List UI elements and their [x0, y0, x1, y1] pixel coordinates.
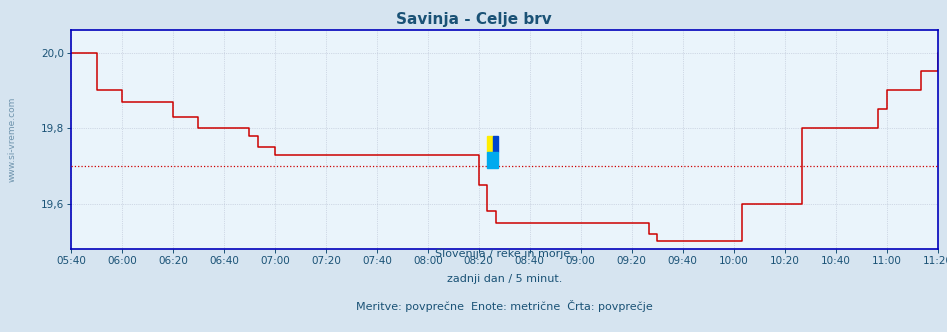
Text: www.si-vreme.com: www.si-vreme.com — [8, 97, 17, 182]
Bar — [488, 152, 498, 168]
Bar — [492, 136, 498, 152]
Text: Meritve: povprečne  Enote: metrične  Črta: povprečje: Meritve: povprečne Enote: metrične Črta:… — [356, 300, 652, 312]
Text: zadnji dan / 5 minut.: zadnji dan / 5 minut. — [447, 275, 562, 285]
Text: Slovenija / reke in morje.: Slovenija / reke in morje. — [435, 249, 574, 259]
Text: Savinja - Celje brv: Savinja - Celje brv — [396, 12, 551, 27]
Bar — [488, 136, 492, 152]
